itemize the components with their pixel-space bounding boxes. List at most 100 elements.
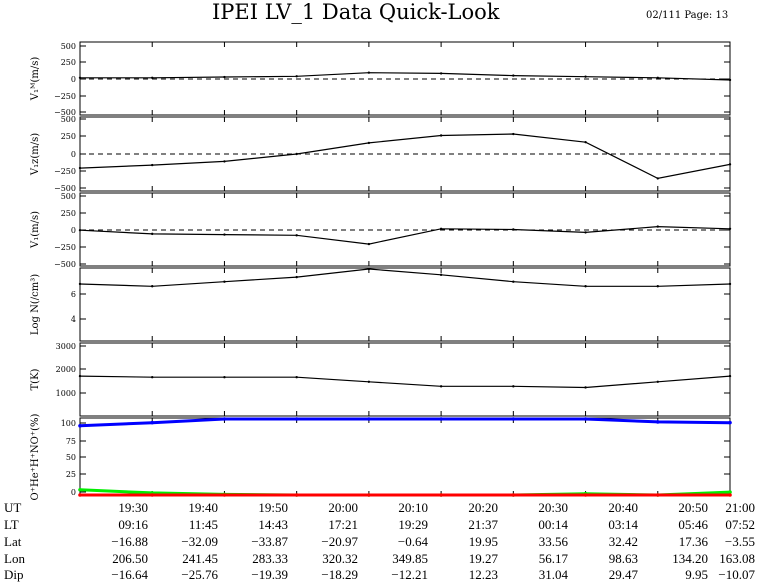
y-tick-label: 250 <box>61 58 76 67</box>
data-point <box>728 490 732 494</box>
series-line <box>79 225 731 245</box>
y-tick-label: −500 <box>54 184 76 193</box>
data-point <box>512 132 515 136</box>
y-tick-label: 4 <box>71 315 76 324</box>
table-cell: 9.95 <box>685 567 708 582</box>
data-point <box>511 417 516 421</box>
data-point <box>223 376 226 379</box>
data-point <box>728 282 732 286</box>
data-point <box>439 385 443 388</box>
table-cell: 349.85 <box>392 551 428 566</box>
data-point <box>584 285 587 288</box>
table-cell: 19:50 <box>258 500 288 515</box>
table-cell: 56.17 <box>538 551 568 566</box>
data-point <box>223 160 226 163</box>
table-row: Dip −16.64 −25.76 −19.39 −18.29 −12.21 12.23 31… <box>0 567 765 585</box>
y-axis-label: V₁ᴹ(m/s) <box>30 57 41 102</box>
y-axis-label: Log N(/cm³) <box>30 274 41 335</box>
series-line <box>80 72 731 81</box>
data-point <box>78 487 82 492</box>
table-cell: 31.04 <box>538 567 568 582</box>
row-label: Lon <box>4 551 25 566</box>
table-cell: 163.08 <box>719 551 755 566</box>
data-point <box>584 231 587 234</box>
y-axis-label: V₁(m/s) <box>30 211 41 249</box>
y-tick-label: 100 <box>61 419 76 428</box>
table-cell: −0.64 <box>397 534 428 549</box>
table-cell: −3.55 <box>724 534 755 549</box>
page-title: IPEI LV_1 Data Quick-Look <box>212 0 500 24</box>
y-tick-label: 250 <box>61 132 76 141</box>
series-line <box>79 268 731 287</box>
table-cell: 320.32 <box>322 551 358 566</box>
data-point <box>295 376 298 379</box>
data-point <box>512 385 515 388</box>
row-label: Lat <box>4 534 22 549</box>
row-label: Dip <box>4 567 24 582</box>
y-tick-label: 0 <box>71 226 76 235</box>
data-point <box>728 78 732 82</box>
y-tick-label: 500 <box>61 192 76 201</box>
data-point <box>728 163 732 166</box>
data-point <box>150 493 155 497</box>
data-point <box>222 493 227 497</box>
table-cell: −20.97 <box>321 534 358 549</box>
data-point <box>439 417 443 421</box>
y-tick-label: 75 <box>66 437 76 446</box>
y-tick-label: 50 <box>66 453 76 462</box>
data-point <box>295 234 298 237</box>
y-tick-label: 25 <box>66 470 76 479</box>
table-cell: 20:10 <box>398 500 428 515</box>
data-point <box>223 233 226 236</box>
y-tick-label: 1000 <box>56 389 76 398</box>
table-cell: 00:14 <box>538 517 568 532</box>
data-point <box>728 227 732 230</box>
table-row: Lat −16.88 −32.09 −33.87 −20.97 −0.64 19.95 33.… <box>0 534 765 552</box>
y-tick-label: 3000 <box>56 342 76 351</box>
table-row: UT 19:30 19:40 19:50 20:00 20:10 20:20 20:30 20:… <box>0 500 765 518</box>
table-cell: 98.63 <box>608 551 638 566</box>
data-point <box>655 493 660 497</box>
quicklook-plot: 5002500−250−500V₁ᴹ(m/s)5002500−250−500V₁… <box>30 41 732 500</box>
data-point <box>295 75 298 78</box>
data-point <box>583 493 588 497</box>
data-point <box>223 75 226 79</box>
y-axis-label: V₁ᴢ(m/s) <box>30 133 41 176</box>
table-cell: 19:40 <box>188 500 218 515</box>
data-point <box>583 417 588 421</box>
y-tick-label: 2000 <box>56 365 76 374</box>
data-point <box>151 285 154 288</box>
data-point <box>294 417 299 421</box>
data-point <box>367 141 371 145</box>
data-point <box>512 228 515 231</box>
data-point <box>728 420 732 425</box>
y-tick-label: 500 <box>61 42 76 51</box>
y-tick-label: −250 <box>54 243 76 252</box>
data-point <box>223 280 226 283</box>
data-point <box>584 75 587 78</box>
data-point <box>150 420 155 425</box>
data-point <box>439 493 443 497</box>
table-cell: 19.95 <box>468 534 498 549</box>
y-tick-label: 6 <box>71 290 76 299</box>
data-point <box>584 140 587 144</box>
data-point <box>78 374 82 378</box>
data-point <box>584 386 587 389</box>
data-point <box>367 267 371 271</box>
table-cell: −25.76 <box>181 567 218 582</box>
table-cell: 07:52 <box>725 517 755 532</box>
table-cell: 20:40 <box>608 500 638 515</box>
table-cell: 17.36 <box>678 534 708 549</box>
table-cell: −12.21 <box>391 567 428 582</box>
data-point <box>512 74 515 77</box>
table-cell: 17:21 <box>328 517 358 532</box>
data-point <box>656 177 659 180</box>
data-point <box>78 282 82 286</box>
data-point <box>78 76 82 79</box>
table-cell: 33.56 <box>538 534 568 549</box>
table-cell: 19:30 <box>118 500 148 515</box>
y-tick-label: 0 <box>71 75 76 84</box>
table-cell: 206.50 <box>112 551 148 566</box>
y-tick-label: −500 <box>54 260 76 269</box>
data-point <box>294 493 299 497</box>
